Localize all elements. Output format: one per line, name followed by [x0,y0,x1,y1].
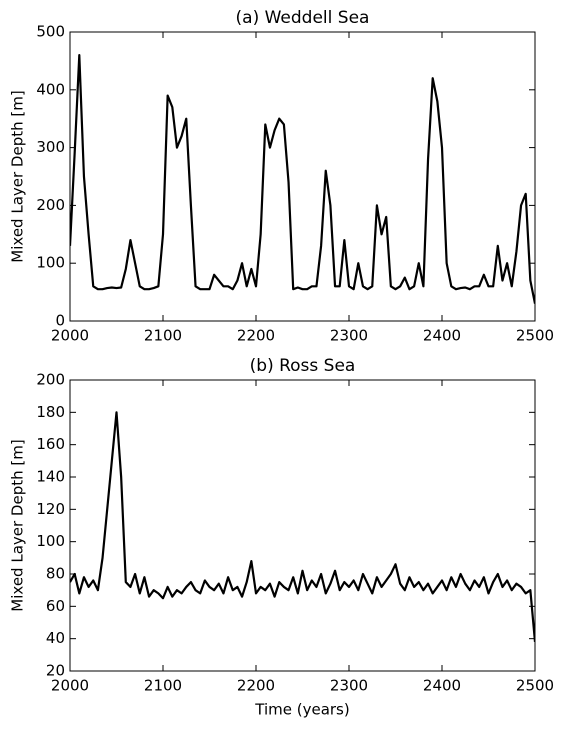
y-tick-label: 160 [36,435,65,453]
data-line [70,54,535,304]
x-tick-label: 2100 [144,677,182,695]
y-axis-label: Mixed Layer Depth [m] [9,90,27,262]
y-axis-label: Mixed Layer Depth [m] [9,439,27,611]
chart-title: (a) Weddell Sea [236,8,370,28]
y-tick-label: 60 [46,597,65,615]
y-tick-label: 100 [36,532,65,550]
axes-frame [69,379,536,672]
y-tick-label: 200 [36,371,65,389]
y-tick-label: 40 [46,629,65,647]
x-tick-label: 2400 [423,677,461,695]
x-tick-label: 2100 [144,327,182,345]
y-tick-label: 300 [36,138,65,156]
y-tick-label: 20 [46,662,65,680]
x-tick-label: 2500 [516,677,554,695]
axes-frame [69,31,536,322]
x-tick-label: 2400 [423,327,461,345]
y-tick-label: 0 [55,312,65,330]
x-tick-label: 2300 [330,677,368,695]
y-tick-label: 400 [36,80,65,98]
x-axis-label: Time (years) [254,701,349,719]
x-tick-label: 2000 [51,327,89,345]
y-tick-label: 80 [46,565,65,583]
data-line [70,411,535,642]
x-tick-label: 2200 [237,677,275,695]
y-tick-label: 500 [36,23,65,41]
y-tick-label: 200 [36,196,65,214]
y-tick-label: 100 [36,254,65,272]
x-tick-label: 2200 [237,327,275,345]
x-tick-label: 2500 [516,327,554,345]
y-tick-label: 120 [36,500,65,518]
chart-title: (b) Ross Sea [250,356,356,376]
y-tick-label: 140 [36,468,65,486]
x-tick-label: 2000 [51,677,89,695]
x-tick-label: 2300 [330,327,368,345]
y-tick-label: 180 [36,403,65,421]
